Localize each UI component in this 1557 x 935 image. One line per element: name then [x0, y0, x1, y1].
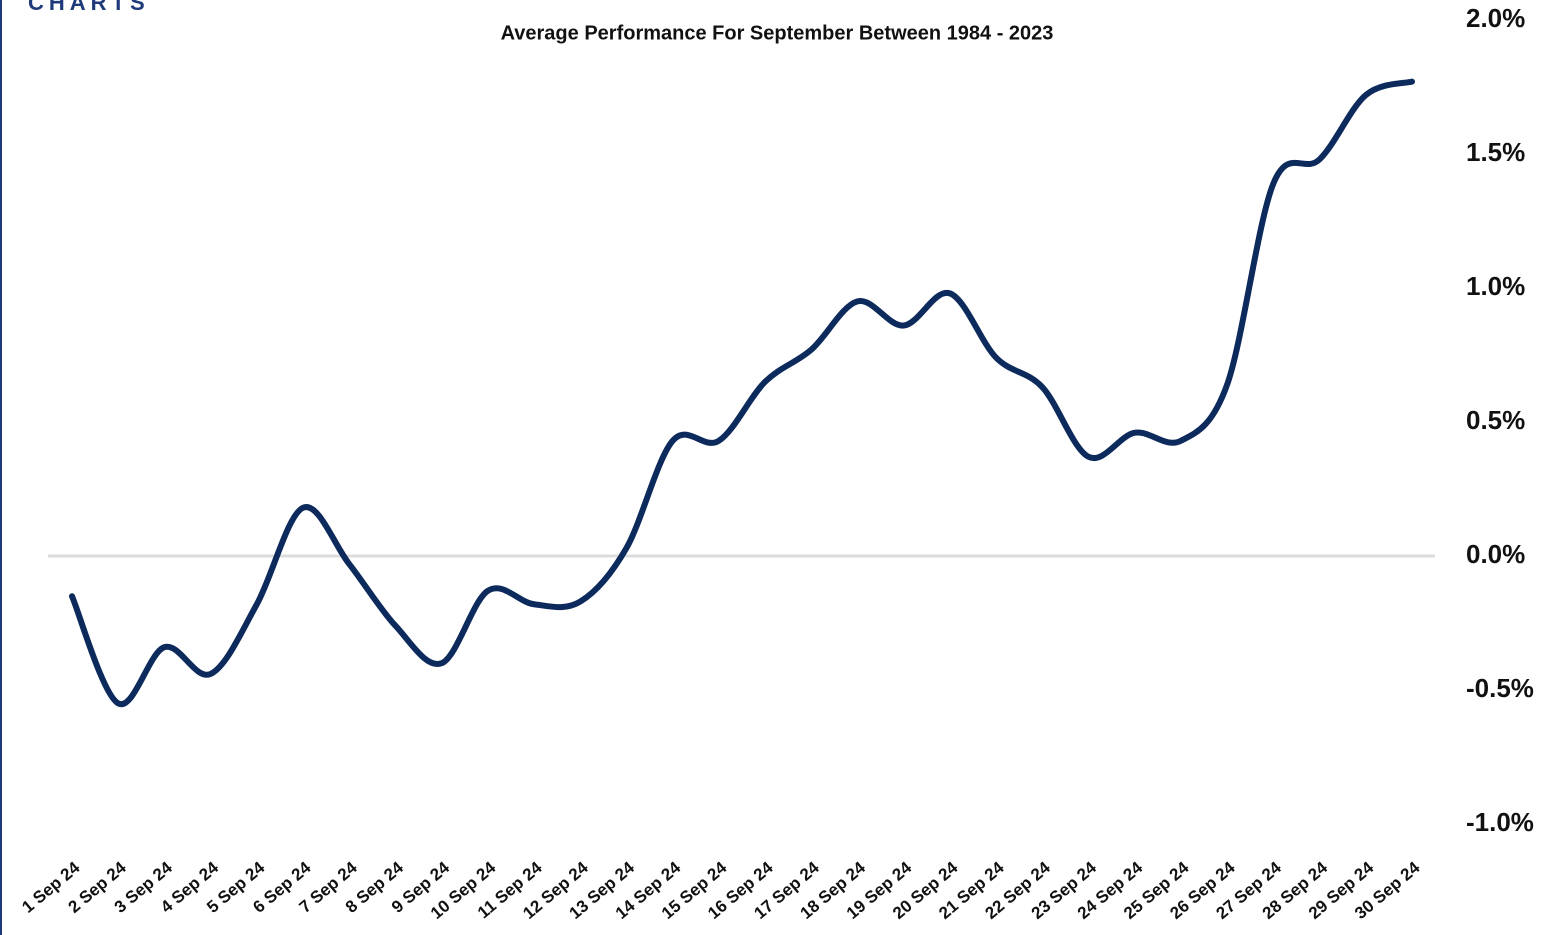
chart-subtitle: Average Performance For September Betwee… [501, 22, 1054, 44]
y-tick-label: 2.0% [1466, 3, 1525, 33]
logo: CHARTS [28, 0, 150, 15]
y-tick-label: 1.5% [1466, 137, 1525, 167]
y-tick-label: 0.5% [1466, 405, 1525, 435]
y-tick-label: 0.0% [1466, 539, 1525, 569]
series-line [69, 78, 1415, 708]
y-tick-label: -1.0% [1466, 807, 1534, 837]
y-tick-label: 1.0% [1466, 271, 1525, 301]
y-tick-label: -0.5% [1466, 673, 1534, 703]
